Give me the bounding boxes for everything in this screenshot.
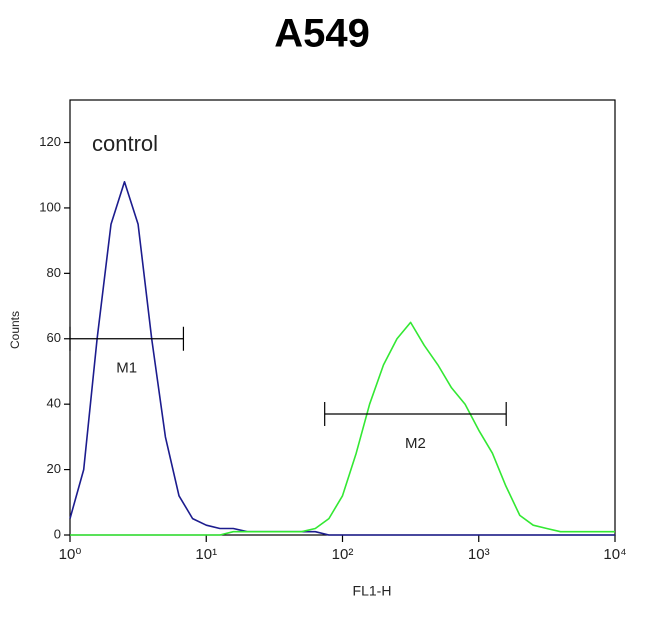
- y-tick-label: 60: [47, 330, 61, 345]
- y-tick-label: 120: [39, 134, 61, 149]
- y-tick-label: 0: [54, 526, 61, 541]
- x-tick-label: 10⁴: [603, 546, 626, 563]
- histogram-line: [70, 321, 615, 536]
- y-tick-label: 100: [39, 199, 61, 214]
- y-tick-label: 40: [47, 396, 61, 411]
- y-tick-label: 80: [47, 265, 61, 280]
- y-axis-label: Counts: [8, 311, 22, 349]
- plot-frame: [69, 99, 616, 536]
- x-tick-label: 10²: [332, 546, 354, 563]
- x-tick-label: 10⁰: [59, 546, 82, 563]
- histogram-line: [69, 181, 615, 536]
- y-tick-label: 20: [47, 461, 61, 476]
- chart-title: A549: [274, 12, 370, 56]
- marker-label: M2: [405, 435, 426, 452]
- x-axis-label: FL1-H: [353, 583, 392, 599]
- x-tick-label: 10³: [468, 546, 490, 563]
- annotation: control: [92, 131, 158, 156]
- x-tick-label: 10¹: [195, 546, 217, 563]
- marker-label: M1: [116, 360, 137, 377]
